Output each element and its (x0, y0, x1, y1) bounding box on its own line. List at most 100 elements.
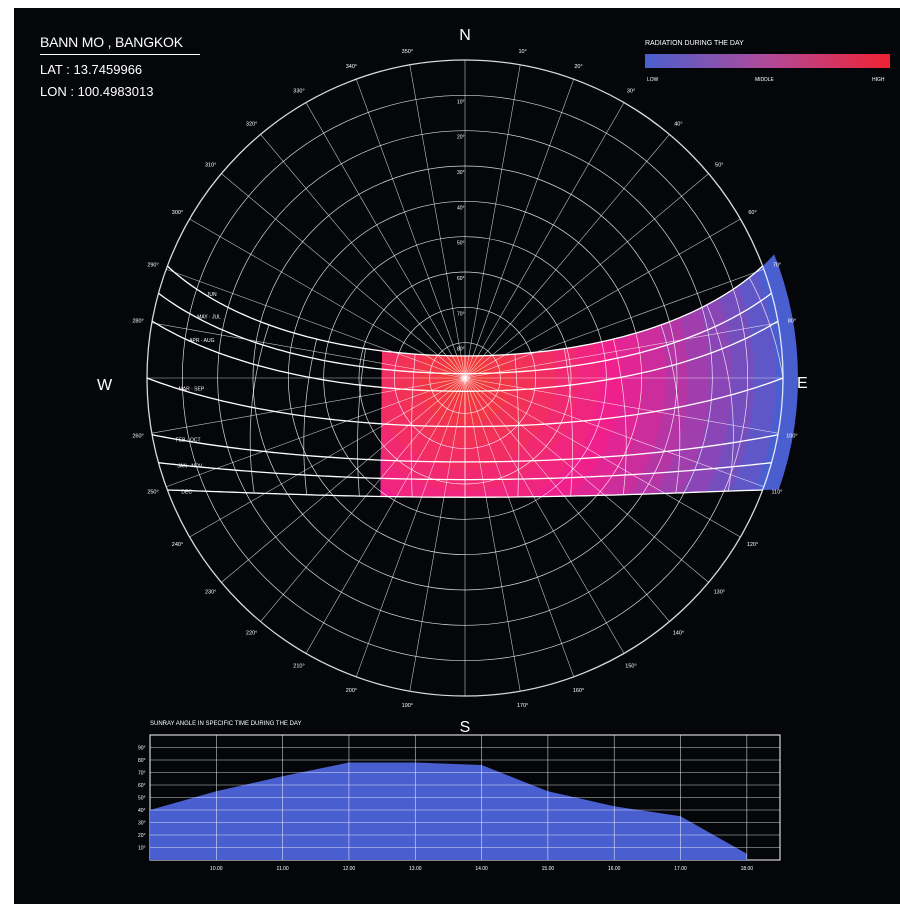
azimuth-tick-label: 120° (747, 542, 758, 548)
azimuth-line (409, 64, 466, 379)
azimuth-tick-label: 350° (402, 49, 413, 55)
sunray-angle-chart: SUNRAY ANGLE IN SPECIFIC TIME DURING THE… (138, 721, 781, 872)
azimuth-line (464, 173, 709, 379)
area-y-tick-label: 70° (138, 771, 146, 777)
legend-gradient-bar (645, 54, 890, 68)
azimuth-line (464, 377, 575, 677)
altitude-tick-label: 40° (457, 205, 465, 211)
compass-east: E (797, 375, 808, 392)
hour-line (748, 277, 783, 490)
azimuth-line (464, 102, 625, 379)
legend-low-label: LOW (647, 77, 659, 83)
azimuth-line (221, 377, 466, 583)
area-y-tick-label: 10° (138, 846, 146, 852)
area-x-tick-label: 17.00 (674, 866, 687, 872)
azimuth-tick-label: 70° (773, 262, 781, 268)
azimuth-line (151, 322, 466, 379)
site-title: BANN MO , BANGKOK (40, 34, 183, 50)
area-x-tick-label: 14.00 (475, 866, 488, 872)
azimuth-line (464, 377, 521, 692)
azimuth-line (464, 79, 575, 379)
sun-path-label: MAR · SEP (179, 387, 205, 393)
azimuth-line (355, 79, 466, 379)
azimuth-line (464, 377, 670, 622)
azimuth-line (166, 268, 466, 379)
azimuth-line (260, 134, 466, 379)
azimuth-tick-label: 50° (715, 163, 723, 169)
azimuth-tick-label: 290° (147, 262, 158, 268)
azimuth-tick-label: 220° (246, 630, 257, 636)
azimuth-tick-label: 210° (293, 664, 304, 670)
sun-path-label: JAN · NOV (178, 463, 203, 469)
azimuth-tick-label: 110° (771, 490, 782, 496)
azimuth-tick-label: 60° (748, 210, 756, 216)
altitude-tick-label: 10° (457, 99, 465, 105)
azimuth-line (464, 377, 709, 583)
azimuth-tick-label: 250° (147, 490, 158, 496)
hour-line (410, 354, 416, 498)
area-x-tick-label: 16.00 (608, 866, 621, 872)
sun-path-label: JUN (207, 292, 217, 298)
area-x-tick-label: 12.00 (343, 866, 356, 872)
sun-path-label: MAY · JUL (197, 315, 221, 321)
hour-line (706, 304, 734, 492)
azimuth-tick-label: 280° (132, 318, 143, 324)
altitude-tick-label: 70° (457, 311, 465, 317)
azimuth-line (464, 134, 670, 379)
azimuth-tick-label: 190° (402, 703, 413, 709)
azimuth-tick-label: 260° (132, 434, 143, 440)
area-x-tick-label: 13.00 (409, 866, 422, 872)
sun-path-label: FEB · OCT (176, 438, 201, 444)
azimuth-tick-label: 140° (673, 630, 684, 636)
azimuth-line (355, 377, 466, 677)
azimuth-line (464, 218, 741, 379)
sunray-angle-area (150, 762, 747, 860)
azimuth-line (464, 268, 764, 379)
azimuth-line (464, 322, 779, 379)
altitude-tick-label: 60° (457, 276, 465, 282)
altitude-tick-label: 20° (457, 135, 465, 141)
area-y-tick-label: 90° (138, 746, 146, 752)
title-divider (40, 54, 200, 55)
altitude-tick-label: 80° (457, 347, 465, 353)
azimuth-line (464, 377, 625, 654)
azimuth-tick-label: 310° (205, 163, 216, 169)
area-y-tick-label: 80° (138, 758, 146, 764)
area-x-tick-label: 11.00 (277, 866, 289, 872)
azimuth-line (305, 377, 466, 654)
azimuth-line (464, 64, 521, 379)
altitude-tick-label: 50° (457, 241, 465, 247)
altitude-tick-label: 30° (457, 170, 465, 176)
azimuth-tick-label: 40° (674, 122, 682, 128)
area-y-tick-label: 60° (138, 783, 146, 789)
area-x-tick-label: 15.00 (542, 866, 555, 872)
azimuth-tick-label: 20° (574, 64, 582, 70)
azimuth-line (189, 218, 466, 379)
compass-west: W (97, 377, 113, 394)
azimuth-tick-label: 10° (518, 49, 526, 55)
hour-line (612, 339, 627, 495)
azimuth-tick-label: 230° (205, 589, 216, 595)
sun-path-label: DEC (181, 489, 192, 495)
sun-path-label: APR · AUG (189, 338, 214, 344)
area-x-tick-label: 10.00 (210, 866, 223, 872)
hour-line (303, 339, 318, 495)
azimuth-tick-label: 330° (293, 88, 304, 94)
azimuth-tick-label: 170° (517, 703, 528, 709)
azimuth-line (409, 377, 466, 692)
hour-line (564, 348, 573, 497)
area-x-tick-label: 18.00 (741, 866, 754, 872)
hour-line (357, 348, 366, 497)
latitude-label: LAT : 13.7459966 (40, 62, 143, 77)
azimuth-line (260, 377, 466, 622)
area-y-tick-label: 40° (138, 808, 146, 814)
azimuth-tick-label: 30° (627, 88, 635, 94)
azimuth-tick-label: 80° (788, 318, 796, 324)
azimuth-tick-label: 160° (573, 688, 584, 694)
azimuth-tick-label: 150° (625, 664, 636, 670)
area-y-tick-label: 20° (138, 833, 146, 839)
azimuth-tick-label: 130° (714, 589, 725, 595)
compass-south: S (460, 719, 471, 736)
azimuth-tick-label: 100° (786, 434, 797, 440)
compass-north: N (459, 27, 471, 44)
